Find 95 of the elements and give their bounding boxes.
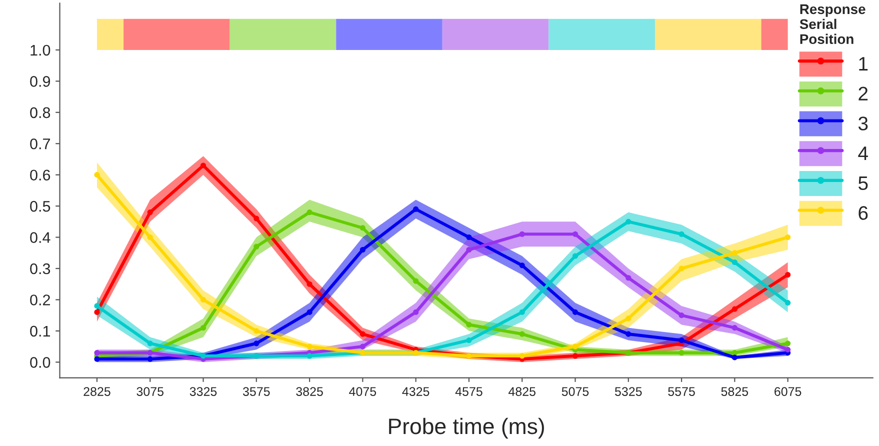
point: [306, 210, 312, 216]
legend-label: 3: [858, 116, 868, 130]
x-tick-label: 5575: [668, 387, 695, 396]
point: [360, 225, 366, 231]
point: [626, 275, 632, 281]
point: [785, 300, 791, 306]
legend-title: Response Serial Position: [800, 4, 866, 44]
x-tick-label: 5825: [721, 387, 748, 396]
point: [519, 231, 525, 237]
point: [306, 344, 312, 350]
point: [678, 312, 684, 318]
point: [732, 259, 738, 266]
x-tick-label: 4575: [455, 387, 482, 396]
point: [413, 206, 419, 212]
point: [519, 353, 525, 359]
point: [94, 172, 100, 178]
x-tick-label: 6075: [774, 387, 802, 396]
x-tick-label: 4075: [349, 387, 376, 396]
point: [785, 272, 791, 278]
point: [466, 234, 472, 240]
point: [572, 309, 578, 315]
x-tick-label: 3075: [136, 387, 164, 396]
x-tick-label: 4325: [402, 387, 430, 396]
point: [306, 309, 312, 315]
point: [572, 231, 578, 237]
point: [94, 350, 100, 356]
point: [732, 250, 738, 256]
point: [147, 210, 153, 216]
point: [94, 356, 100, 362]
point: [306, 281, 312, 287]
point: [519, 331, 525, 337]
legend-label: 2: [858, 86, 868, 100]
legend-label: 5: [858, 176, 868, 190]
point: [200, 325, 206, 331]
point: [94, 309, 100, 315]
point: [678, 231, 684, 237]
point: [147, 234, 153, 240]
x-tick-label: 5075: [562, 387, 589, 396]
point: [413, 309, 419, 315]
x-axis-title: Probe time (ms): [389, 418, 544, 439]
point: [678, 266, 684, 272]
point: [466, 322, 472, 328]
y-tick-label: 0.6: [30, 170, 50, 181]
x-tick-label: 3325: [190, 387, 217, 396]
point: [254, 328, 260, 334]
point: [466, 246, 472, 253]
point: [360, 246, 366, 253]
x-tick-label: 3575: [242, 387, 270, 396]
point: [572, 344, 578, 350]
point: [254, 216, 260, 222]
point: [360, 331, 366, 337]
point: [626, 331, 632, 337]
point: [785, 346, 791, 352]
point: [678, 350, 684, 356]
legend-label: 6: [858, 206, 868, 220]
point: [147, 340, 153, 346]
point: [519, 309, 525, 315]
point: [466, 338, 472, 344]
y-tick-label: 0.7: [30, 138, 50, 150]
legend-label: 1: [859, 57, 868, 70]
y-tick-label: 0.0: [30, 357, 50, 368]
point: [413, 278, 419, 284]
point: [147, 356, 153, 362]
y-tick-label: 1.0: [30, 44, 50, 56]
y-tick-label: 0.2: [30, 294, 50, 306]
y-tick-label: 0.1: [30, 326, 50, 337]
legend-label: 4: [858, 146, 868, 160]
point: [572, 253, 578, 259]
point: [785, 340, 791, 346]
point: [732, 306, 738, 312]
point: [678, 338, 684, 344]
point: [254, 340, 260, 346]
point: [306, 353, 312, 359]
point: [572, 353, 578, 359]
point: [200, 162, 206, 168]
x-tick-label: 4825: [508, 387, 536, 396]
y-tick-label: 0.4: [30, 232, 50, 243]
x-tick-label: 2825: [84, 387, 110, 396]
point: [200, 296, 206, 302]
point: [785, 234, 791, 240]
point: [519, 262, 525, 268]
point: [732, 354, 738, 360]
point: [732, 350, 738, 356]
point: [626, 316, 632, 322]
point: [94, 303, 100, 309]
x-tick-label: 5325: [614, 387, 642, 396]
y-tick-label: 0.8: [30, 107, 50, 118]
point: [360, 344, 366, 350]
x-tick-label: 3825: [296, 387, 323, 396]
y-tick-label: 0.9: [30, 76, 50, 87]
point: [626, 218, 632, 224]
point: [254, 244, 260, 250]
y-tick-label: 0.3: [30, 263, 50, 274]
point: [732, 325, 738, 331]
y-tick-label: 0.5: [30, 200, 50, 212]
